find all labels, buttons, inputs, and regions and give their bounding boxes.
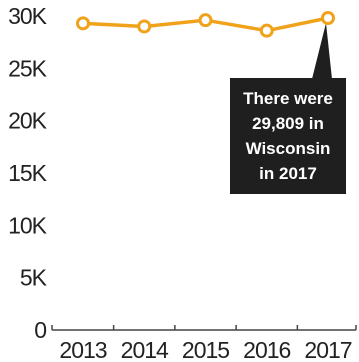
y-tick-label: 30K bbox=[8, 3, 48, 29]
callout-text-line: in 2017 bbox=[259, 164, 317, 183]
y-tick-label: 20K bbox=[8, 108, 48, 134]
callout-text-line: There were bbox=[243, 89, 333, 108]
x-tick-label: 2016 bbox=[243, 337, 290, 362]
x-tick-label: 2015 bbox=[182, 337, 229, 362]
series-line-group bbox=[76, 10, 335, 38]
callout-box bbox=[230, 78, 346, 194]
callout-text-line: 29,809 in bbox=[252, 114, 324, 133]
data-point bbox=[137, 19, 152, 34]
callout-text-line: Wisconsin bbox=[246, 139, 331, 158]
x-axis-tick-labels: 2013 2014 2015 2016 2017 bbox=[59, 337, 352, 362]
x-axis bbox=[51, 325, 357, 331]
y-tick-label: 5K bbox=[20, 265, 48, 291]
x-tick-label: 2013 bbox=[59, 337, 106, 362]
y-tick-label: 15K bbox=[8, 160, 48, 186]
annotation-callout: There were 29,809 in Wisconsin in 2017 bbox=[230, 22, 346, 194]
y-axis-tick-labels: 0 5K 10K 15K 20K 25K 30K bbox=[8, 3, 49, 343]
data-point bbox=[198, 13, 213, 28]
data-point bbox=[321, 10, 335, 25]
y-tick-label: 10K bbox=[8, 212, 48, 238]
data-point bbox=[259, 23, 274, 38]
y-tick-label: 25K bbox=[8, 55, 48, 81]
callout-pointer bbox=[312, 22, 332, 79]
data-point bbox=[76, 16, 90, 31]
x-tick-label: 2014 bbox=[121, 337, 169, 362]
y-tick-label: 0 bbox=[34, 317, 46, 343]
x-tick-label: 2017 bbox=[304, 337, 351, 362]
